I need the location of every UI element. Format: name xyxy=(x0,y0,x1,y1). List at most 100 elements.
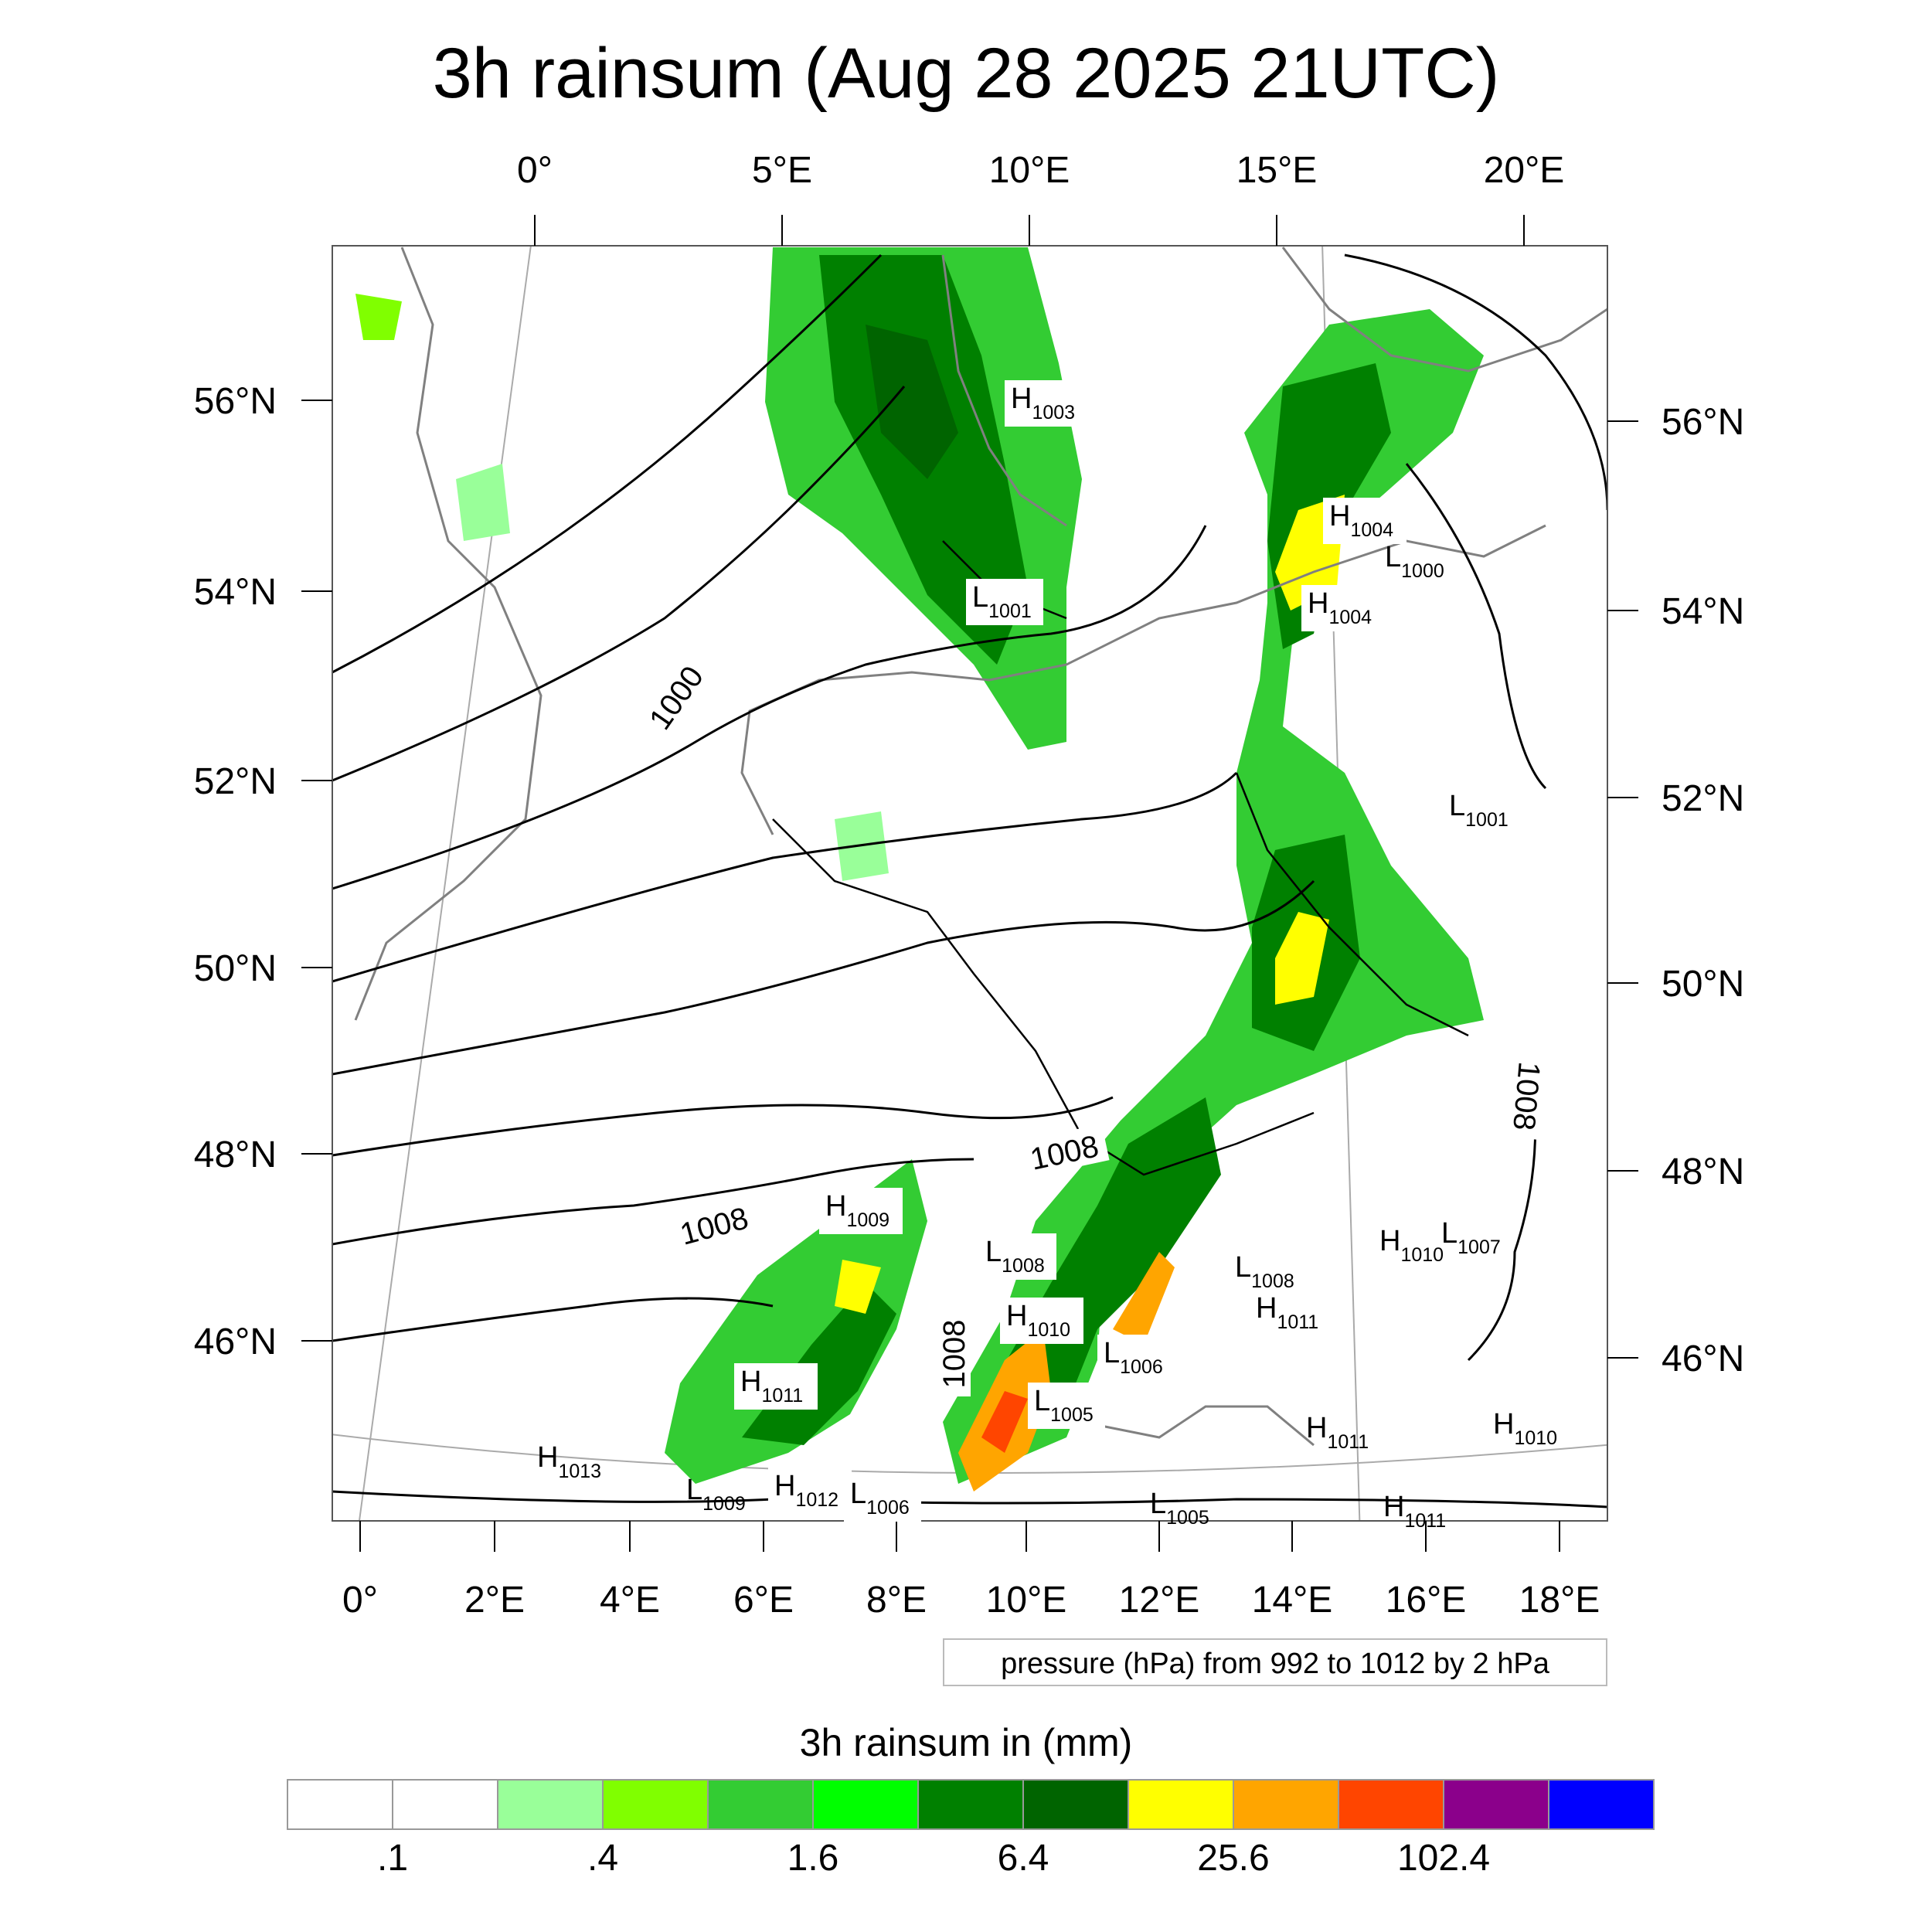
colorbar-swatch xyxy=(287,1779,393,1830)
pressure-system-low: L1008 xyxy=(979,1233,1056,1280)
svg-text:H1013: H1013 xyxy=(537,1441,601,1482)
pressure-system-high: H1003 xyxy=(1005,380,1088,427)
right-lat-label: 54°N xyxy=(1662,591,1744,632)
bottom-lon-label: 14°E xyxy=(1252,1580,1333,1621)
right-lat-label: 48°N xyxy=(1662,1151,1744,1192)
pressure-system-high: H1009 xyxy=(819,1188,903,1234)
pressure-system-low: L1001 xyxy=(966,579,1043,625)
svg-text:H1010: H1010 xyxy=(1493,1408,1557,1449)
border-west xyxy=(772,818,1315,1176)
isobar-6 xyxy=(332,1096,1114,1157)
left-lat-label: 48°N xyxy=(194,1134,277,1175)
colorbar-label: .4 xyxy=(587,1838,618,1879)
top-lon-label: 20°E xyxy=(1484,150,1565,191)
isobar-label: 1008 xyxy=(934,1311,971,1396)
pressure-system-low: L1009 xyxy=(686,1474,746,1515)
precip-west-cell-2 xyxy=(456,464,510,541)
svg-text:1008: 1008 xyxy=(937,1320,971,1389)
pressure-system-high: H1012 xyxy=(768,1468,852,1514)
bottom-lon-label: 8°E xyxy=(866,1580,927,1621)
isobar-label: 1008 xyxy=(1506,1052,1551,1141)
precip-west-cell-1 xyxy=(355,294,402,340)
bottom-lon-label: 2°E xyxy=(464,1580,525,1621)
pressure-system-low: L1005 xyxy=(1150,1488,1209,1529)
colorbar-swatch xyxy=(602,1779,709,1830)
pressure-system-low: L1008 xyxy=(1235,1251,1294,1292)
coast-britain xyxy=(354,247,543,1021)
precip-north-max xyxy=(866,325,958,479)
precip-alps-west xyxy=(665,1159,927,1484)
right-lat-label: 50°N xyxy=(1662,964,1744,1005)
svg-text:1008: 1008 xyxy=(1506,1060,1546,1131)
svg-text:H1004: H1004 xyxy=(1308,587,1372,628)
colorbar-label: 6.4 xyxy=(998,1838,1049,1879)
isobar-3 xyxy=(332,525,1207,890)
colorbar-swatch xyxy=(1548,1779,1655,1830)
pressure-system-high: H1010 xyxy=(1379,1225,1444,1266)
bottom-lon-labels: 0° 2°E 4°E 6°E 8°E 10°E 12°E 14°E 16°E 1… xyxy=(342,1580,1600,1621)
pressure-system-low: L1007 xyxy=(1441,1217,1501,1258)
isobar-8 xyxy=(332,1297,774,1342)
top-lon-label: 0° xyxy=(517,150,553,191)
bottom-lon-label: 0° xyxy=(342,1580,378,1621)
colorbar xyxy=(287,1779,1655,1830)
pressure-system-high: H1011 xyxy=(1306,1412,1369,1453)
svg-text:H1011: H1011 xyxy=(740,1366,803,1406)
isobar-1 xyxy=(332,253,883,674)
left-lat-label: 54°N xyxy=(194,572,277,613)
svg-text:L1007: L1007 xyxy=(1441,1217,1501,1258)
map-frame xyxy=(332,245,1608,1522)
right-lat-labels: 56°N 54°N 52°N 50°N 48°N 46°N xyxy=(1662,402,1744,1379)
pressure-system-high: H1011 xyxy=(734,1363,818,1410)
precip-east-outer xyxy=(943,309,1484,1484)
svg-text:L1008: L1008 xyxy=(1235,1251,1294,1292)
svg-text:L1000: L1000 xyxy=(1385,541,1444,582)
svg-text:H1011: H1011 xyxy=(1383,1491,1446,1532)
isobar-12 xyxy=(332,1490,1607,1509)
pressure-system-high: H1004 xyxy=(1301,585,1385,631)
coast-denmark xyxy=(941,254,1067,527)
svg-text:L1009: L1009 xyxy=(686,1474,746,1515)
bottom-lon-label: 4°E xyxy=(600,1580,660,1621)
bottom-lon-label: 10°E xyxy=(986,1580,1067,1621)
svg-text:H1010: H1010 xyxy=(1006,1300,1070,1341)
colorbar-swatch xyxy=(392,1779,498,1830)
precip-alps-central-peak xyxy=(981,1391,1028,1453)
right-lat-label: 46°N xyxy=(1662,1338,1744,1379)
svg-text:H1011: H1011 xyxy=(1306,1412,1369,1453)
pressure-system-high: H1011 xyxy=(1256,1292,1318,1333)
pressure-system-high: H1010 xyxy=(1000,1298,1083,1344)
precip-alps-east-max xyxy=(1113,1252,1175,1345)
svg-text:H1003: H1003 xyxy=(1011,383,1075,423)
isobar-5 xyxy=(332,879,1315,1076)
colorbar-label: 102.4 xyxy=(1397,1838,1490,1879)
pressure-system-low: L1001 xyxy=(1449,790,1509,831)
right-lat-label: 52°N xyxy=(1662,778,1744,819)
coast-sweden xyxy=(1281,247,1607,372)
bottom-lon-label: 18°E xyxy=(1519,1580,1600,1621)
pressure-system-low: L1006 xyxy=(844,1475,921,1522)
svg-text:L1001: L1001 xyxy=(1449,790,1509,831)
colorbar-swatch xyxy=(1128,1779,1234,1830)
isobar-10 xyxy=(1405,463,1547,790)
map-title: 3h rainsum (Aug 28 2025 21UTC) xyxy=(432,34,1500,113)
colorbar-swatch xyxy=(1443,1779,1549,1830)
bottom-lon-label: 16°E xyxy=(1386,1580,1467,1621)
pressure-system-low: L1005 xyxy=(1028,1383,1105,1429)
colorbar-label: 1.6 xyxy=(787,1838,839,1879)
pressure-system-high: H1004 xyxy=(1323,498,1406,544)
pressure-system-low: L1000 xyxy=(1385,541,1444,582)
colorbar-label: .1 xyxy=(377,1838,408,1879)
isobar-7 xyxy=(332,1158,975,1246)
pressure-system-low: L1006 xyxy=(1097,1335,1175,1381)
isobar-4 xyxy=(332,771,1238,983)
svg-text:L1006: L1006 xyxy=(1104,1337,1163,1378)
isobar-2 xyxy=(332,386,906,782)
left-lat-label: 56°N xyxy=(194,381,277,422)
pressure-system-high: H1010 xyxy=(1493,1408,1557,1449)
isobar-label: 1008 xyxy=(668,1195,760,1253)
axis-ticks xyxy=(301,215,1638,1552)
colorbar-label: 25.6 xyxy=(1197,1838,1269,1879)
right-lat-label: 56°N xyxy=(1662,402,1744,443)
